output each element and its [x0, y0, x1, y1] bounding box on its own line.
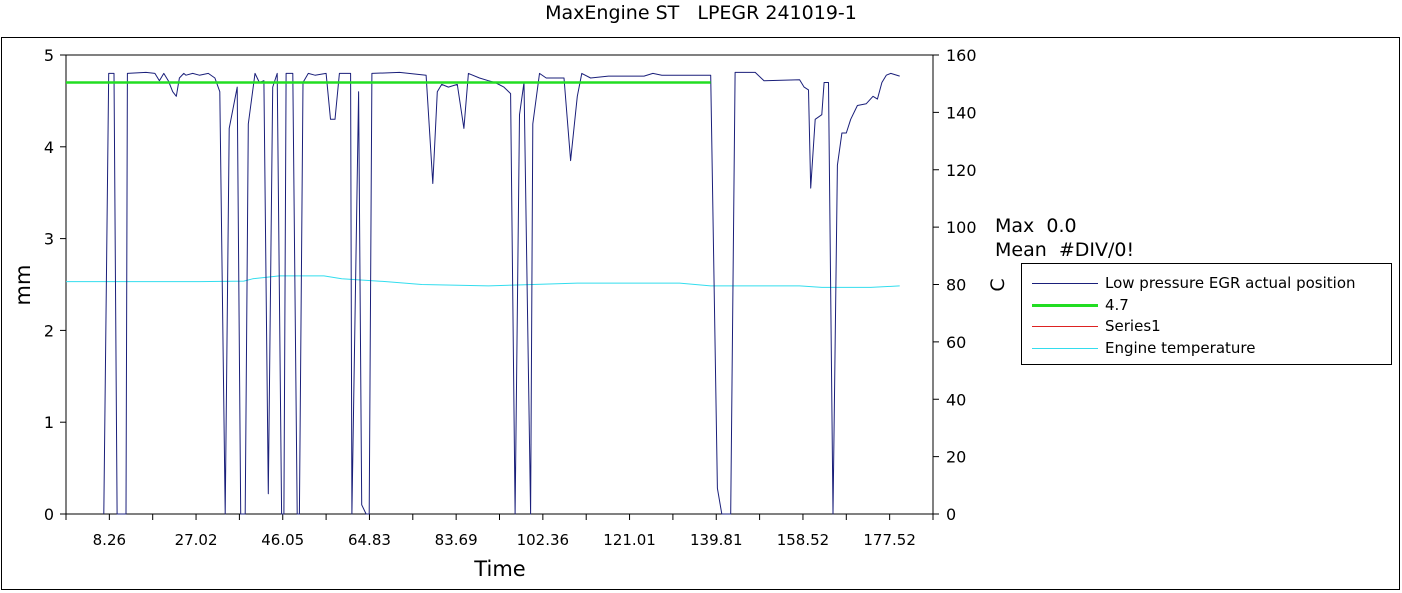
- y2-tick-label: 40: [946, 390, 966, 409]
- legend-swatch: [1032, 348, 1098, 349]
- legend-label: 4.7: [1105, 296, 1129, 314]
- y2-tick-label: 100: [946, 218, 977, 237]
- legend-label: Series1: [1105, 317, 1161, 335]
- y-axis-label: mm: [11, 265, 35, 306]
- y2-tick-label: 60: [946, 333, 966, 352]
- x-axis: 8.26 27.02 46.05 64.83 83.69 102.36 121.01 139.…: [65, 514, 934, 549]
- chart-title: MaxEngine ST LPEGR 241019-1: [545, 2, 857, 24]
- legend-item-threshold: 4.7: [1022, 295, 1391, 317]
- x-tick-label: 27.02: [175, 531, 218, 549]
- x-tick-label: 102.36: [517, 531, 570, 549]
- chart-frame: [1, 37, 1400, 590]
- legend: Low pressure EGR actual position 4.7 Ser…: [1021, 263, 1392, 365]
- y2-tick-label: 0: [946, 505, 956, 524]
- mean-annotation: Mean #DIV/0!: [995, 239, 1135, 261]
- y-axis-left: 0 1 2 3 4 5: [44, 46, 66, 524]
- y-tick-label: 5: [44, 46, 54, 65]
- x-tick-label: 8.26: [93, 531, 126, 549]
- y2-tick-label: 140: [946, 103, 977, 122]
- legend-label: Engine temperature: [1105, 339, 1256, 357]
- series-layer: [66, 71, 900, 515]
- x-tick-label: 83.69: [435, 531, 478, 549]
- legend-swatch: [1032, 283, 1098, 284]
- legend-swatch: [1032, 304, 1098, 307]
- x-axis-label: Time: [473, 557, 525, 581]
- y2-tick-label: 120: [946, 161, 977, 180]
- legend-item-series1: Series1: [1022, 316, 1391, 338]
- x-tick-label: 64.83: [348, 531, 391, 549]
- plot-area: [65, 54, 934, 515]
- x-tick-label: 139.81: [690, 531, 743, 549]
- y-tick-label: 2: [44, 321, 54, 340]
- y-tick-label: 1: [44, 413, 54, 432]
- legend-item-engine-temp: Engine temperature: [1022, 338, 1391, 360]
- x-tick-label: 177.52: [863, 531, 916, 549]
- y-tick-label: 3: [44, 230, 54, 249]
- y2-tick-label: 20: [946, 448, 966, 467]
- y-tick-label: 0: [44, 505, 54, 524]
- x-tick-label: 121.01: [603, 531, 656, 549]
- x-tick-label: 46.05: [261, 531, 304, 549]
- y2-tick-label: 80: [946, 276, 966, 295]
- y2-tick-label: 160: [946, 46, 977, 65]
- y-tick-label: 4: [44, 138, 54, 157]
- legend-label: Low pressure EGR actual position: [1105, 274, 1356, 292]
- y-axis-right: 0 20 40 60 80 100 120 140 160: [933, 46, 977, 524]
- max-annotation: Max 0.0: [995, 215, 1077, 237]
- legend-swatch: [1032, 326, 1098, 327]
- legend-item-egr-position: Low pressure EGR actual position: [1022, 273, 1391, 295]
- y2-axis-label: C: [987, 278, 1009, 291]
- series-egr-position: [103, 71, 900, 515]
- series-engine-temperature: [66, 275, 900, 288]
- x-tick-label: 158.52: [777, 531, 830, 549]
